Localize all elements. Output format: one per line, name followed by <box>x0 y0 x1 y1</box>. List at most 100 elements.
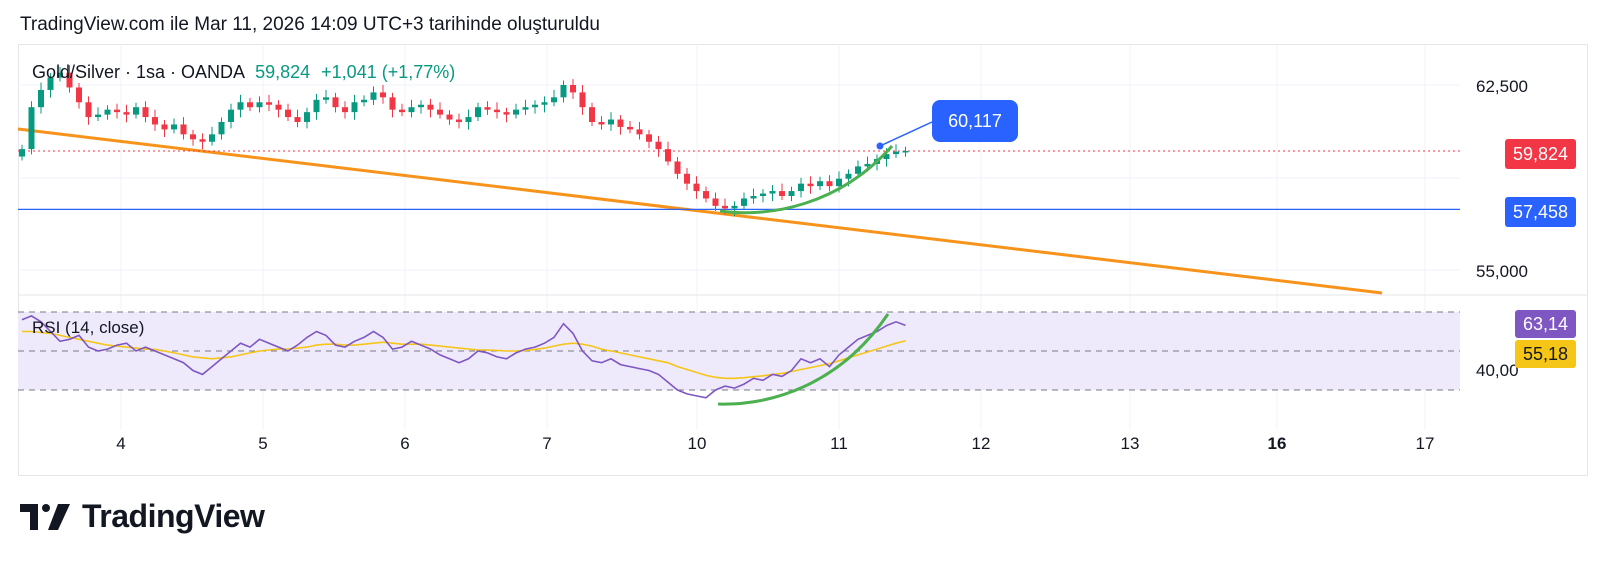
candle-body <box>427 104 434 110</box>
candle-body <box>465 117 472 122</box>
price-tick-55000: 55,000 <box>1476 262 1528 281</box>
candlestick-series <box>19 65 909 216</box>
candle-body <box>475 107 481 118</box>
candle-body <box>285 109 291 118</box>
x-label-10: 10 <box>687 434 707 453</box>
candle-body <box>627 126 633 130</box>
change-value: +1,041 (+1,77%) <box>321 62 456 82</box>
candle-body <box>294 117 301 122</box>
candle-body <box>304 112 310 122</box>
candle-body <box>209 134 215 142</box>
candle-body <box>152 117 158 125</box>
candle-body <box>332 97 339 108</box>
candle-body <box>817 181 823 187</box>
rsi-band-guides <box>18 311 1460 391</box>
candle-body <box>57 72 63 78</box>
tradingview-logo[interactable]: TradingView <box>20 498 265 535</box>
candle-body <box>712 198 719 206</box>
rsi-line <box>21 315 906 399</box>
candle-body <box>893 151 899 155</box>
candle-body <box>266 102 272 105</box>
candle-body <box>541 102 548 105</box>
candle-body <box>741 198 747 206</box>
candle-body <box>389 97 396 110</box>
price-callout[interactable]: 60,117 <box>932 100 1018 142</box>
candle-body <box>589 107 595 122</box>
candle-body <box>28 107 35 150</box>
candle-body <box>323 97 329 100</box>
candle-body <box>199 139 206 142</box>
chart-frame[interactable] <box>18 44 1588 476</box>
candle-body <box>133 107 139 115</box>
symbol-name[interactable]: Gold/Silver · 1sa · OANDA <box>32 62 245 82</box>
candle-body <box>456 119 462 122</box>
rsi-value-tag: 63,14 <box>1514 310 1576 338</box>
candle-body <box>370 92 377 100</box>
candle-body <box>646 134 652 142</box>
candle-body <box>551 97 557 103</box>
symbol-legend[interactable]: Gold/Silver · 1sa · OANDA 59,824 +1,041 … <box>32 62 455 83</box>
candle-body <box>522 107 529 110</box>
candle-body <box>114 109 120 113</box>
candle-body <box>826 181 833 187</box>
x-label-4: 4 <box>116 434 126 453</box>
candle-body <box>703 191 709 199</box>
candle-body <box>636 129 643 135</box>
candle-body <box>674 161 681 174</box>
candle-body <box>180 124 187 135</box>
candle-body <box>513 109 519 115</box>
candle-body <box>342 107 348 113</box>
orange-trendline <box>17 127 1383 295</box>
candle-body <box>76 87 82 103</box>
candle-body <box>760 193 766 196</box>
rsi-legend[interactable]: RSI (14, close) <box>32 318 145 337</box>
tradingview-logo-icon <box>20 503 70 530</box>
x-label-7: 7 <box>542 434 552 453</box>
x-label-13: 13 <box>1120 434 1140 453</box>
candle-body <box>845 173 852 179</box>
candle-body <box>218 122 225 135</box>
candle-body <box>608 119 614 125</box>
rsi-ma-value-tag: 55,18 <box>1514 340 1576 368</box>
candle-body <box>171 124 177 130</box>
candle-body <box>275 104 282 110</box>
candle-body <box>836 178 842 187</box>
candle-body <box>655 141 662 150</box>
candle-body <box>361 99 367 103</box>
candle-body <box>684 173 690 184</box>
candle-body <box>503 112 510 115</box>
chart-grid <box>18 45 1588 430</box>
candle-body <box>779 191 785 196</box>
candle-body <box>807 183 814 187</box>
candle-body <box>902 151 909 153</box>
candle-body <box>256 102 263 108</box>
x-label-12: 12 <box>971 434 991 453</box>
x-label-11: 11 <box>830 434 848 453</box>
candle-body <box>47 77 54 90</box>
rounding-bottom-arc <box>719 145 894 215</box>
x-label-17: 17 <box>1415 434 1435 453</box>
candle-body <box>161 124 168 130</box>
candle-body <box>418 104 424 108</box>
callout-anchor-dot <box>876 142 884 150</box>
candle-body <box>579 92 586 108</box>
callout-pointer <box>879 121 933 147</box>
candle-body <box>617 119 624 127</box>
candle-body <box>883 154 890 159</box>
candle-body <box>351 102 358 113</box>
candle-body <box>123 112 130 115</box>
candle-body <box>38 89 44 108</box>
candle-body <box>598 122 605 125</box>
candle-body <box>864 163 871 167</box>
candle-body <box>399 109 405 113</box>
candle-body <box>494 109 500 113</box>
line-price-tag: 57,458 <box>1504 197 1576 227</box>
candle-body <box>190 134 196 140</box>
candle-body <box>788 191 795 196</box>
candle-body <box>446 114 453 120</box>
candle-body <box>228 109 234 122</box>
candle-body <box>665 149 671 162</box>
candle-body <box>855 166 861 174</box>
candle-body <box>750 196 757 199</box>
